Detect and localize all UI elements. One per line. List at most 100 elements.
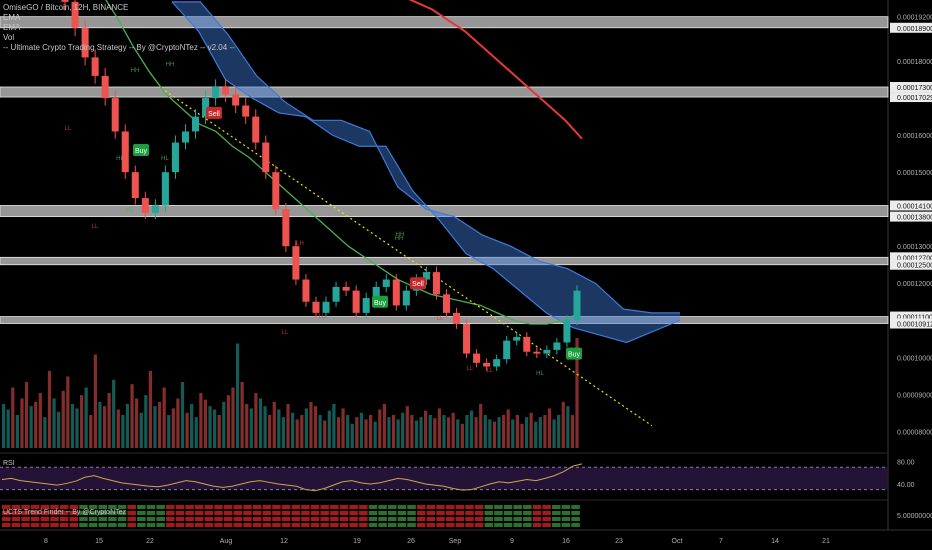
volume-bar [24,382,29,448]
candle-body [332,286,340,302]
trend-cell [233,523,243,527]
volume-bar [469,410,474,448]
indicator-ucts[interactable]: -- Ultimate Crypto Trading Strategy -- B… [3,43,235,52]
level-zone [0,256,889,266]
trend-cell [455,523,465,527]
trend-cell [474,523,484,527]
trend-cell [407,517,416,521]
trend-cell [79,505,88,509]
candle-body [71,1,79,28]
volume-bar [341,408,345,448]
signal-label: Sell [412,281,424,288]
symbol-title: OmiseGO / Bitcoin, 12H, BINANCE [3,3,129,12]
volume-bar [57,411,61,448]
trend-cell [146,505,156,509]
trend-cell [368,511,378,515]
trend-cell [301,511,310,515]
volume-bar [121,415,125,448]
trend-cell [552,511,561,515]
indicator-ema-slow[interactable]: EMA [3,23,21,32]
trend-cell [223,523,233,527]
trend-cell [98,505,107,509]
candle-body [312,301,320,313]
volume-bar [355,417,359,448]
trend-cell [59,511,69,515]
trend-cell [21,517,30,521]
trend-cell [503,511,513,515]
trend-cell [445,505,455,509]
volume-bar [368,415,373,448]
trend-cell [272,511,281,515]
trend-cell [252,511,262,515]
trend-cell [30,511,40,515]
trend-cell [426,523,436,527]
trend-cell [30,523,40,527]
volume-bar [245,404,249,448]
trend-cell [378,523,387,527]
trend-cell [156,523,165,527]
volume-bar [167,415,171,448]
trend-cell [416,511,426,515]
trend-cell [281,511,291,515]
trend-cell [571,505,580,509]
volume-bar [43,417,47,448]
signal-badge [410,277,426,290]
trend-cell [330,523,339,527]
trend-cell [494,511,503,515]
trend-cell [214,505,223,509]
volume-bar [387,417,391,448]
trend-cell [79,523,88,527]
trend-cell [185,517,194,521]
trend-cell [156,511,165,515]
trend-cell [195,517,204,521]
trend-finder-pane: UCTS Trend Finder -- By @CryptoNTez 5.000… [2,505,932,527]
rsi-line [1,463,583,492]
candle-body [432,272,440,295]
volume-bar [281,417,286,448]
candle-body [543,349,551,354]
volume-bar [506,409,510,448]
indicator-ema-fast[interactable]: EMA [3,13,21,22]
volume-bar [185,412,189,448]
trend-cell [416,505,426,509]
trend-cell [185,523,194,527]
volume-bar [336,417,341,448]
trend-cell [416,523,426,527]
trend-cell [69,511,79,515]
trend-cell [108,511,117,515]
indicator-volume[interactable]: Vol [3,33,15,42]
trend-cell [368,517,378,521]
time-tick: 16 [562,538,570,545]
volume-bar [442,415,446,448]
support-resistance-layer [0,16,889,324]
signal-label: Buy [135,148,148,155]
trend-cell [204,517,214,521]
trend-cell [301,517,310,521]
volume-bar [318,415,322,448]
volume-bar [29,406,33,448]
trend-cell [542,511,551,515]
trend-cell [243,517,252,521]
candle-body [131,172,139,199]
candle-body [302,279,310,302]
volume-bar [391,415,396,448]
rsi-label: RSI [3,460,15,467]
swing-label: HL [116,156,124,162]
trend-label: UCTS Trend Finder -- By @CryptoNTez [3,509,127,516]
trend-cell [339,505,349,509]
candle-body [232,94,240,106]
trend-cell [40,523,50,527]
swing-label: HL [161,156,169,162]
volume-bar [566,406,570,448]
candle-body [161,172,169,206]
candle-body [553,342,561,350]
trend-cell [262,511,272,515]
time-tick: 8 [44,538,48,545]
trend-cell [349,523,358,527]
trend-cell [571,511,580,515]
trend-cell [484,511,493,515]
signal-label: Buy [374,300,387,307]
volume-bar [199,393,203,448]
volume-bar [437,408,442,448]
